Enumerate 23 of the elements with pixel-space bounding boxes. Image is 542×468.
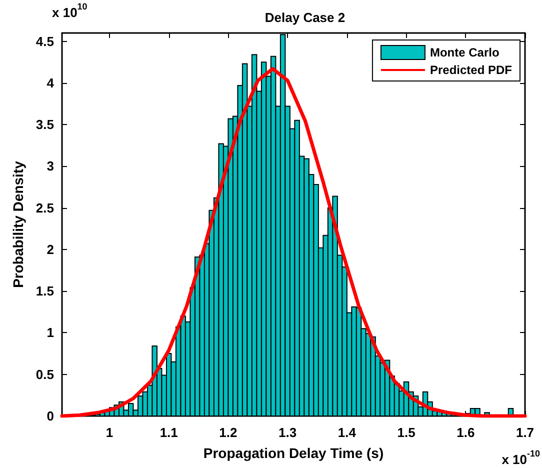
chart-title: Delay Case 2 [264, 10, 346, 25]
legend-label: Predicted PDF [430, 63, 512, 77]
x-tick-label: 1.6 [456, 425, 475, 440]
x-tick-label: 1.1 [160, 425, 178, 440]
y-tick-label: 4.5 [36, 34, 54, 49]
legend-label: Monte Carlo [430, 46, 500, 60]
x-tick-label: 1.5 [397, 425, 416, 440]
y-tick-label: 1 [46, 325, 54, 340]
x-tick-label: 1 [106, 425, 114, 440]
y-tick-label: 4 [46, 75, 55, 90]
y-tick-label: 3 [46, 158, 54, 174]
y-tick-label: 0.5 [36, 366, 54, 382]
y-tick-label: 1.5 [36, 284, 54, 299]
x-tick-label: 1.3 [278, 425, 297, 440]
x-axis-title: Propagation Delay Time (s) [203, 445, 384, 461]
y-tick-label: 0 [46, 408, 54, 424]
y-tick-label: 2 [46, 242, 54, 257]
x-tick-label: 1.2 [219, 425, 238, 440]
y-axis-title: Probability Density [10, 160, 26, 288]
x-tick-label: 1.4 [338, 425, 357, 440]
y-tick-label: 2.5 [36, 200, 54, 216]
y-tick-label: 3.5 [36, 117, 54, 132]
x-tick-label: 1.7 [516, 425, 534, 440]
